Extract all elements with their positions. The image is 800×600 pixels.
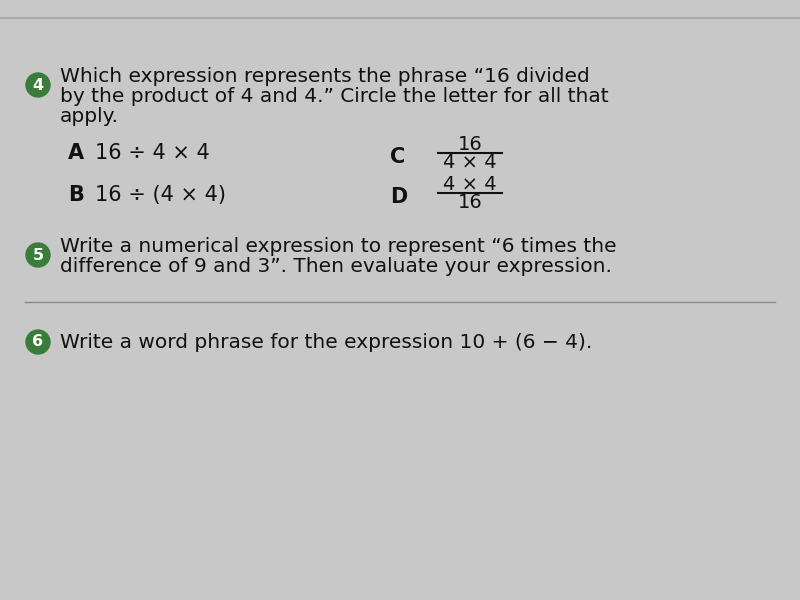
Text: 16 ÷ (4 × 4): 16 ÷ (4 × 4): [95, 185, 226, 205]
Text: 4 × 4: 4 × 4: [443, 154, 497, 173]
Text: 5: 5: [33, 247, 43, 263]
Circle shape: [26, 243, 50, 267]
Text: 4: 4: [33, 77, 43, 92]
Text: Write a numerical expression to represent “6 times the: Write a numerical expression to represen…: [60, 236, 617, 256]
Text: Write a word phrase for the expression 10 + (6 − 4).: Write a word phrase for the expression 1…: [60, 332, 592, 352]
Text: 4 × 4: 4 × 4: [443, 175, 497, 193]
Text: 16 ÷ 4 × 4: 16 ÷ 4 × 4: [95, 143, 210, 163]
Text: A: A: [68, 143, 84, 163]
Text: 16: 16: [458, 134, 482, 154]
Circle shape: [26, 330, 50, 354]
Text: 16: 16: [458, 193, 482, 212]
Text: by the product of 4 and 4.” Circle the letter for all that: by the product of 4 and 4.” Circle the l…: [60, 86, 609, 106]
Text: C: C: [390, 147, 406, 167]
Text: Which expression represents the phrase “16 divided: Which expression represents the phrase “…: [60, 67, 590, 85]
Text: apply.: apply.: [60, 107, 119, 125]
Circle shape: [26, 73, 50, 97]
Text: B: B: [68, 185, 84, 205]
Text: D: D: [390, 187, 407, 207]
Text: difference of 9 and 3”. Then evaluate your expression.: difference of 9 and 3”. Then evaluate yo…: [60, 257, 612, 275]
Text: 6: 6: [33, 335, 43, 349]
